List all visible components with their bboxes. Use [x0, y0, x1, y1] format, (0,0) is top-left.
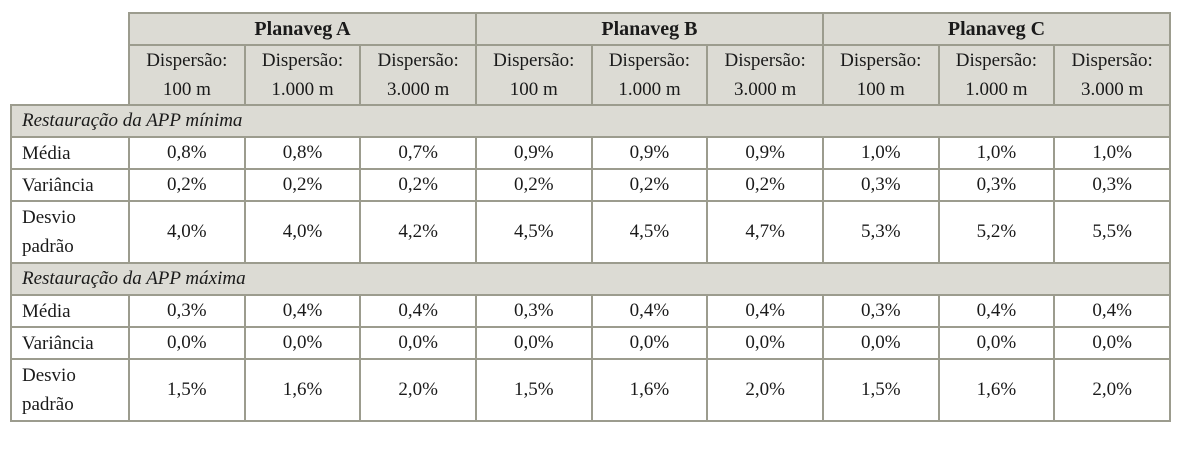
table-row: Desvio padrão 1,5% 1,6% 2,0% 1,5% 1,6% 2,0% 1,5%…: [10, 358, 1171, 422]
row-label: Média: [10, 294, 129, 328]
group-header-row: Planaveg A Planaveg B Planaveg C: [11, 12, 1172, 46]
table-row: Variância 0,2% 0,2% 0,2% 0,2% 0,2% 0,2% 0,3% 0,3…: [10, 168, 1171, 202]
corner-cell: [11, 45, 129, 105]
section-row: Restauração da APP mínima: [10, 104, 1171, 138]
table-row: Desvio padrão 4,0% 4,0% 4,2% 4,5% 4,5% 4,7% 5,3%…: [10, 200, 1171, 264]
results-table: Planaveg A Planaveg B Planaveg C Dispers…: [10, 12, 1172, 422]
subheader-cell: Dispersão: 1.000 m: [590, 44, 709, 106]
value-cell: 0,0%: [706, 326, 823, 360]
value-cell: 0,3%: [821, 294, 939, 328]
value-cell: 0,3%: [821, 168, 939, 202]
section-title: Restauração da APP máxima: [10, 262, 1171, 296]
value-cell: 0,0%: [474, 326, 592, 360]
value-cell: 0,0%: [359, 326, 476, 360]
value-cell: 1,0%: [1053, 136, 1171, 170]
subheader-cell: Dispersão: 1.000 m: [243, 44, 362, 106]
value-cell: 0,4%: [590, 294, 708, 328]
value-cell: 0,9%: [474, 136, 592, 170]
value-cell: 2,0%: [1053, 358, 1171, 422]
value-cell: 1,6%: [243, 358, 361, 422]
value-cell: 5,5%: [1053, 200, 1171, 264]
subheader-cell: Dispersão: 100 m: [474, 44, 593, 106]
group-header-planaveg-a: Planaveg A: [128, 12, 477, 46]
value-cell: 5,2%: [937, 200, 1055, 264]
value-cell: 0,3%: [128, 294, 245, 328]
value-cell: 2,0%: [359, 358, 476, 422]
section-row: Restauração da APP máxima: [10, 262, 1171, 296]
value-cell: 0,4%: [706, 294, 823, 328]
value-cell: 1,6%: [937, 358, 1055, 422]
value-cell: 0,3%: [1053, 168, 1171, 202]
value-cell: 0,0%: [1053, 326, 1171, 360]
section-title: Restauração da APP mínima: [10, 104, 1171, 138]
value-cell: 0,4%: [1053, 294, 1171, 328]
value-cell: 4,5%: [590, 200, 708, 264]
value-cell: 0,2%: [590, 168, 708, 202]
value-cell: 4,0%: [128, 200, 245, 264]
corner-cell: [11, 13, 129, 45]
value-cell: 0,2%: [243, 168, 361, 202]
value-cell: 0,0%: [128, 326, 245, 360]
value-cell: 0,4%: [243, 294, 361, 328]
row-label: Média: [10, 136, 129, 170]
value-cell: 0,8%: [243, 136, 361, 170]
table-row: Média 0,3% 0,4% 0,4% 0,3% 0,4% 0,4% 0,3% 0,4% 0,4…: [10, 294, 1171, 328]
subheader-cell: Dispersão: 3.000 m: [706, 44, 824, 106]
value-cell: 0,0%: [821, 326, 939, 360]
value-cell: 1,5%: [821, 358, 939, 422]
value-cell: 0,0%: [937, 326, 1055, 360]
value-cell: 1,0%: [821, 136, 939, 170]
value-cell: 0,2%: [706, 168, 823, 202]
value-cell: 0,0%: [590, 326, 708, 360]
value-cell: 0,2%: [474, 168, 592, 202]
value-cell: 0,8%: [128, 136, 245, 170]
value-cell: 0,9%: [590, 136, 708, 170]
row-label: Variância: [10, 168, 129, 202]
value-cell: 0,0%: [243, 326, 361, 360]
value-cell: 1,5%: [128, 358, 245, 422]
subheader-cell: Dispersão: 100 m: [128, 44, 246, 106]
value-cell: 4,2%: [359, 200, 476, 264]
value-cell: 1,6%: [590, 358, 708, 422]
group-header-planaveg-c: Planaveg C: [821, 12, 1172, 46]
value-cell: 0,4%: [937, 294, 1055, 328]
value-cell: 1,0%: [937, 136, 1055, 170]
value-cell: 0,3%: [474, 294, 592, 328]
value-cell: 0,4%: [359, 294, 476, 328]
value-cell: 0,7%: [359, 136, 476, 170]
value-cell: 4,0%: [243, 200, 361, 264]
value-cell: 2,0%: [706, 358, 823, 422]
subheader-cell: Dispersão: 3.000 m: [1053, 44, 1171, 106]
value-cell: 4,7%: [706, 200, 823, 264]
subheader-cell: Dispersão: 1.000 m: [937, 44, 1056, 106]
subheader-cell: Dispersão: 3.000 m: [359, 44, 477, 106]
row-label: Desvio padrão: [10, 200, 129, 264]
row-label: Desvio padrão: [10, 358, 129, 422]
value-cell: 0,9%: [706, 136, 823, 170]
subheader-cell: Dispersão: 100 m: [821, 44, 940, 106]
value-cell: 5,3%: [821, 200, 939, 264]
value-cell: 0,3%: [937, 168, 1055, 202]
group-header-planaveg-b: Planaveg B: [474, 12, 824, 46]
subheader-row: Dispersão: 100 m Dispersão: 1.000 m Disper…: [11, 44, 1171, 106]
value-cell: 0,2%: [359, 168, 476, 202]
table-row: Média 0,8% 0,8% 0,7% 0,9% 0,9% 0,9% 1,0% 1,0% 1,0…: [10, 136, 1171, 170]
value-cell: 1,5%: [474, 358, 592, 422]
row-label: Variância: [10, 326, 129, 360]
value-cell: 4,5%: [474, 200, 592, 264]
value-cell: 0,2%: [128, 168, 245, 202]
table-body: Restauração da APP mínima Média 0,8% 0,8% 0,…: [10, 104, 1171, 422]
table-row: Variância 0,0% 0,0% 0,0% 0,0% 0,0% 0,0% 0,0% 0,0…: [10, 326, 1171, 360]
